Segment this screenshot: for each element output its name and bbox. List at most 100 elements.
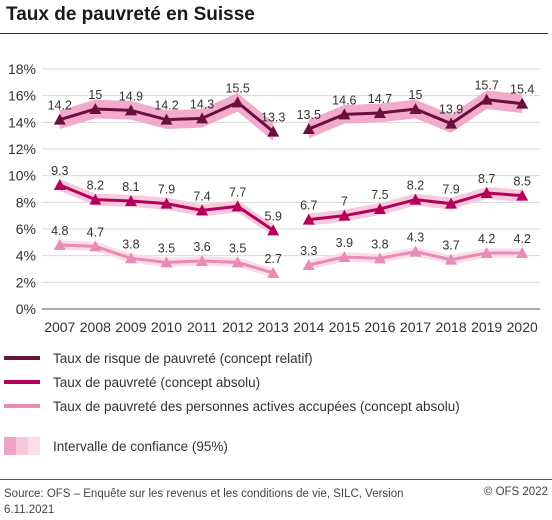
data-point-marker xyxy=(160,256,173,268)
data-point-marker xyxy=(338,251,351,262)
data-label: 3.3 xyxy=(300,244,317,258)
data-point-marker xyxy=(267,125,280,137)
data-point-marker xyxy=(124,252,137,264)
data-point-marker xyxy=(53,239,66,250)
data-point-marker xyxy=(373,252,386,264)
data-point-marker xyxy=(160,197,173,209)
data-point-marker xyxy=(196,204,209,216)
x-tick-label: 2020 xyxy=(507,319,538,335)
data-point-marker xyxy=(480,247,493,258)
data-label: 14.6 xyxy=(332,93,356,107)
data-label: 14.9 xyxy=(119,89,143,103)
data-point-marker xyxy=(231,96,244,108)
data-label: 15.4 xyxy=(510,83,534,97)
y-tick-label: 14% xyxy=(8,114,36,130)
confidence-band xyxy=(308,90,523,139)
chart-title: Taux de pauvreté en Suisse xyxy=(6,4,255,25)
data-label: 13.5 xyxy=(297,108,321,122)
data-label: 4.3 xyxy=(407,231,424,245)
data-label: 5.9 xyxy=(265,209,282,223)
data-label: 14.2 xyxy=(48,99,72,113)
legend-swatch-absolu xyxy=(4,380,40,384)
data-point-marker xyxy=(445,197,458,209)
data-label: 3.6 xyxy=(193,240,210,254)
data-point-marker xyxy=(196,112,209,124)
x-tick-label: 2009 xyxy=(115,319,146,335)
data-point-marker xyxy=(302,123,315,134)
data-point-marker xyxy=(89,240,102,252)
data-label: 14.2 xyxy=(154,99,178,113)
legend-swatch-ci xyxy=(4,437,40,455)
data-label: 6.7 xyxy=(300,199,317,213)
data-label: 8.7 xyxy=(478,172,495,186)
data-label: 15.7 xyxy=(474,79,498,93)
data-point-marker xyxy=(53,179,66,190)
data-point-marker xyxy=(480,187,493,198)
data-label: 7.9 xyxy=(158,183,175,197)
source-note: Source: OFS – Enquête sur les revenus et… xyxy=(4,488,404,516)
data-point-marker xyxy=(480,93,493,105)
x-tick-label: 2016 xyxy=(364,319,395,335)
data-label: 8.5 xyxy=(514,175,531,189)
x-tick-label: 2007 xyxy=(44,319,75,335)
data-label: 14.7 xyxy=(368,92,392,106)
data-label: 3.7 xyxy=(442,239,459,253)
y-tick-label: 0% xyxy=(16,301,36,317)
footer-divider xyxy=(0,479,552,480)
x-tick-label: 2014 xyxy=(293,319,324,335)
y-tick-label: 2% xyxy=(16,274,36,290)
data-label: 3.5 xyxy=(229,241,246,255)
data-point-marker xyxy=(516,189,529,201)
legend-label-absolu: Taux de pauvreté (concept absolu) xyxy=(53,374,261,390)
title-divider xyxy=(0,33,548,34)
data-point-marker xyxy=(516,247,529,258)
x-tick-label: 2019 xyxy=(471,319,502,335)
data-point-marker xyxy=(445,117,458,129)
ci-swatch-mid xyxy=(16,437,28,455)
y-tick-label: 10% xyxy=(8,168,36,184)
data-point-marker xyxy=(516,97,529,109)
legend-swatch-risque xyxy=(4,356,40,360)
data-label: 15 xyxy=(409,88,423,102)
x-tick-label: 2018 xyxy=(435,319,466,335)
data-point-marker xyxy=(373,203,386,214)
x-tick-label: 2011 xyxy=(187,319,217,335)
data-label: 8.1 xyxy=(122,180,139,194)
data-label: 7 xyxy=(341,195,348,209)
x-tick-label: 2015 xyxy=(329,319,360,335)
confidence-band xyxy=(308,187,523,226)
data-point-marker xyxy=(338,209,351,221)
y-tick-label: 8% xyxy=(16,194,36,210)
data-point-marker xyxy=(231,256,244,268)
data-label: 8.2 xyxy=(407,179,424,193)
x-tick-label: 2013 xyxy=(258,319,289,335)
ci-swatch-dark xyxy=(4,437,16,455)
legend-item-risque: Taux de risque de pauvreté (concept rela… xyxy=(4,348,313,368)
data-label: 9.3 xyxy=(51,164,68,178)
x-tick-label: 2012 xyxy=(222,319,253,335)
data-point-marker xyxy=(196,255,209,266)
data-label: 7.5 xyxy=(371,188,388,202)
y-tick-label: 4% xyxy=(16,248,36,264)
data-label: 14.3 xyxy=(190,97,214,111)
data-label: 15.5 xyxy=(225,81,249,95)
data-point-marker xyxy=(338,108,351,120)
legend-label-risque: Taux de risque de pauvreté (concept rela… xyxy=(53,350,313,366)
data-label: 3.8 xyxy=(371,237,388,251)
data-label: 4.2 xyxy=(514,232,531,246)
data-label: 3.9 xyxy=(336,236,353,250)
y-tick-label: 18% xyxy=(8,61,36,77)
legend-item-actifs: Taux de pauvreté des personnes actives a… xyxy=(4,396,460,416)
data-label: 15 xyxy=(88,88,102,102)
legend-label-ci: Intervalle de confiance (95%) xyxy=(53,438,228,454)
y-tick-label: 12% xyxy=(8,141,36,157)
data-point-marker xyxy=(53,113,66,125)
data-point-marker xyxy=(231,200,244,212)
legend-swatch-actifs xyxy=(4,404,40,408)
data-label: 4.8 xyxy=(51,224,68,238)
data-point-marker xyxy=(124,195,137,206)
data-label: 3.8 xyxy=(122,237,139,251)
data-label: 7.4 xyxy=(193,189,210,203)
data-point-marker xyxy=(267,267,280,278)
ci-swatch-light xyxy=(28,437,40,455)
